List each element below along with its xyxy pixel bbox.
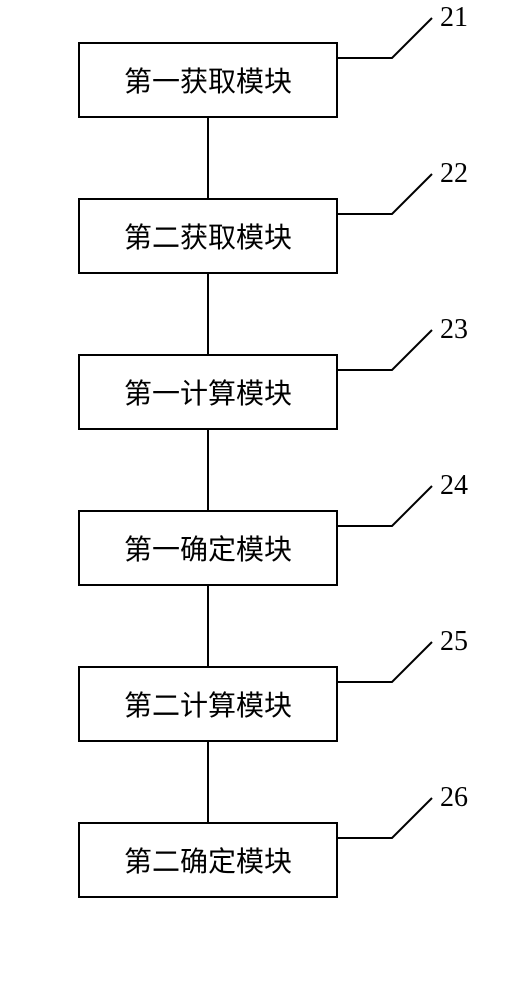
node-2: 第二获取模块: [78, 198, 338, 274]
callout-line-6: [338, 794, 438, 840]
node-4: 第一确定模块: [78, 510, 338, 586]
connector-5-6: [207, 742, 209, 822]
callout-line-3: [338, 326, 438, 372]
node-3-text: 第一计算模块: [124, 372, 292, 412]
node-4-text: 第一确定模块: [124, 528, 292, 568]
connector-3-4: [207, 430, 209, 510]
node-2-text: 第二获取模块: [124, 216, 292, 256]
callout-label-3: 23: [440, 314, 468, 346]
connector-4-5: [207, 586, 209, 666]
node-1: 第一获取模块: [78, 42, 338, 118]
callout-line-2: [338, 170, 438, 216]
node-3: 第一计算模块: [78, 354, 338, 430]
connector-2-3: [207, 274, 209, 354]
callout-label-5: 25: [440, 626, 468, 658]
callout-line-1: [338, 14, 438, 60]
flowchart-container: 第一获取模块 21 第二获取模块 22 第一计算模块 23 第一确定模块 24 …: [0, 0, 527, 1000]
node-1-text: 第一获取模块: [124, 60, 292, 100]
callout-line-4: [338, 482, 438, 528]
node-6: 第二确定模块: [78, 822, 338, 898]
node-5-text: 第二计算模块: [124, 684, 292, 724]
node-6-text: 第二确定模块: [124, 840, 292, 880]
connector-1-2: [207, 118, 209, 198]
callout-line-5: [338, 638, 438, 684]
callout-label-1: 21: [440, 2, 468, 34]
callout-label-2: 22: [440, 158, 468, 190]
node-5: 第二计算模块: [78, 666, 338, 742]
callout-label-6: 26: [440, 782, 468, 814]
callout-label-4: 24: [440, 470, 468, 502]
